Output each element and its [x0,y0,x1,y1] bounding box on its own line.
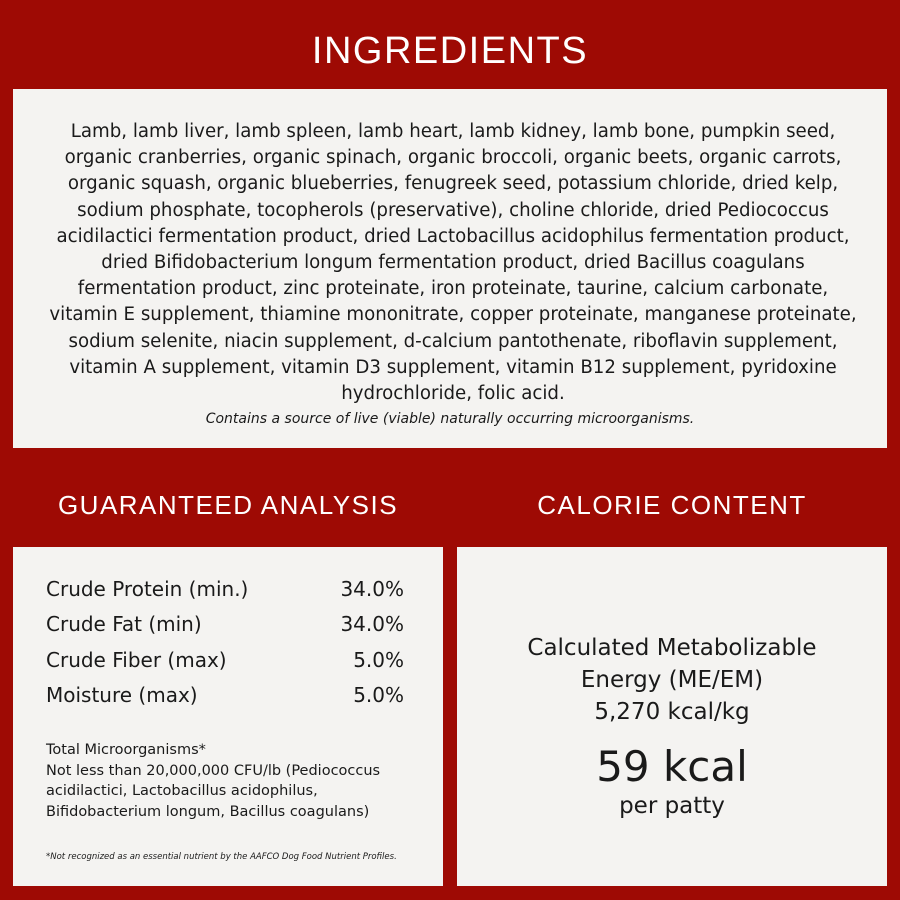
analysis-row: Moisture (max) 5.0% [46,683,404,707]
microorganisms-title: Total Microorganisms* [46,742,206,758]
calorie-heading: CALORIE CONTENT [537,490,807,520]
calorie-unit-label: per patty [619,793,725,819]
analysis-row: Crude Fat (min) 34.0% [46,612,404,636]
ingredients-note: Contains a source of live (viable) natur… [205,411,695,427]
analysis-label: Moisture (max) [46,683,198,707]
analysis-value: 5.0% [353,648,404,672]
microorganisms-block: Total Microorganisms* Not less than 20,0… [46,740,426,822]
analysis-label: Crude Fiber (max) [46,648,227,672]
ingredients-panel: Lamb, lamb liver, lamb spleen, lamb hear… [13,89,887,448]
analysis-label: Crude Protein (min.) [46,577,249,601]
calorie-label-line: Energy (ME/EM) [580,667,764,693]
calorie-label-line: Calculated Metabolizable [527,635,817,661]
calorie-per-kg: 5,270 kcal/kg [594,699,750,725]
ingredients-list: Lamb, lamb liver, lamb spleen, lamb hear… [49,121,857,405]
analysis-value: 34.0% [340,577,404,601]
microorganisms-text: Not less than 20,000,000 CFU/lb (Pedioco… [46,762,381,820]
analysis-row: Crude Protein (min.) 34.0% [46,577,404,601]
analysis-row: Crude Fiber (max) 5.0% [46,648,404,672]
footnote: *Not recognized as an essential nutrient… [46,852,397,862]
calorie-per-unit: 59 kcal [596,742,748,791]
analysis-value: 34.0% [340,612,404,636]
calorie-label: Calculated Metabolizable Energy (ME/EM) … [457,632,887,728]
ingredients-heading: INGREDIENTS [311,30,589,72]
analysis-panel: Crude Protein (min.) 34.0% Crude Fat (min… [13,547,443,886]
analysis-label: Crude Fat (min) [46,612,202,636]
calorie-panel: Calculated Metabolizable Energy (ME/EM) … [457,547,887,886]
analysis-value: 5.0% [353,683,404,707]
analysis-heading: GUARANTEED ANALYSIS [57,490,399,520]
